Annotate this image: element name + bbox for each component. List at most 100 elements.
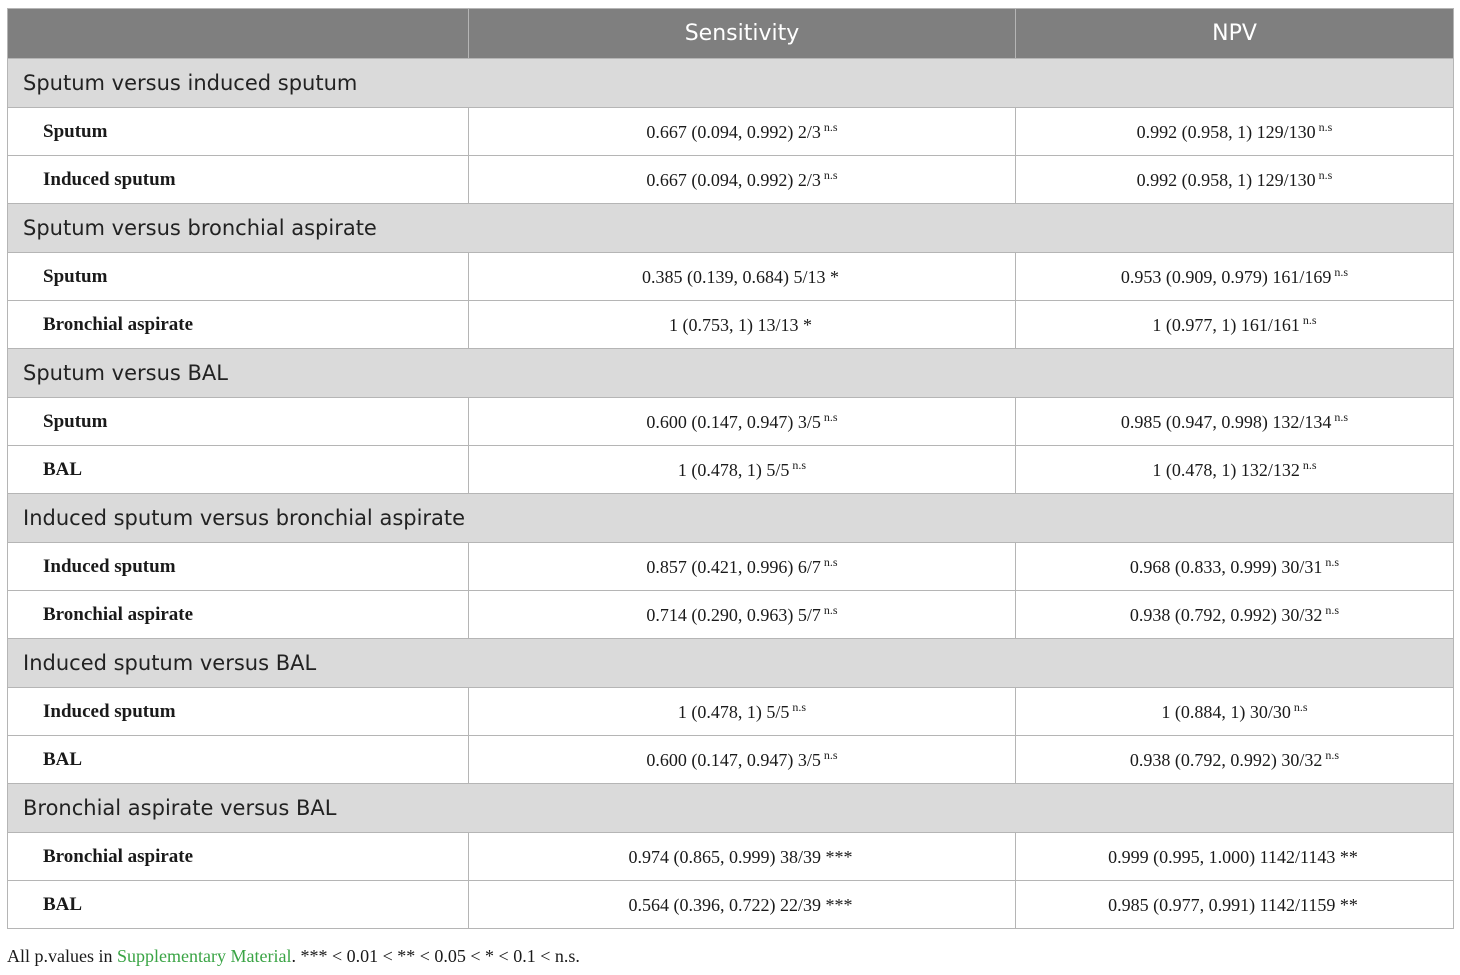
sensitivity-cell: 0.857 (0.421, 0.996) 6/7 n.s: [468, 542, 1016, 591]
npv-cell: 0.953 (0.909, 0.979) 161/169 n.s: [1015, 252, 1454, 301]
npv-cell: 0.938 (0.792, 0.992) 30/32 n.s: [1015, 735, 1454, 784]
npv-cell: 1 (0.478, 1) 132/132 n.s: [1015, 445, 1454, 494]
sensitivity-cell: 1 (0.753, 1) 13/13 *: [468, 300, 1016, 349]
group-title: Bronchial aspirate versus BAL: [7, 783, 1454, 833]
row-label: Sputum: [7, 397, 469, 446]
sensitivity-significance: n.s: [792, 700, 807, 714]
sensitivity-cell: 0.385 (0.139, 0.684) 5/13 *: [468, 252, 1016, 301]
row-label: Bronchial aspirate: [7, 300, 469, 349]
sensitivity-value: 0.857 (0.421, 0.996) 6/7: [646, 557, 821, 577]
group-title: Induced sputum versus BAL: [7, 638, 1454, 688]
sensitivity-cell: 0.600 (0.147, 0.947) 3/5 n.s: [468, 735, 1016, 784]
table-row: Sputum 0.667 (0.094, 0.992) 2/3 n.s 0.992…: [7, 107, 1454, 156]
npv-cell: 1 (0.977, 1) 161/161 n.s: [1015, 300, 1454, 349]
supplementary-material-link[interactable]: Supplementary Material: [117, 946, 292, 966]
row-label: Bronchial aspirate: [7, 832, 469, 881]
npv-value: 0.938 (0.792, 0.992) 30/32: [1129, 750, 1323, 770]
row-label: BAL: [7, 880, 469, 929]
npv-significance: n.s: [1318, 168, 1333, 182]
table-row: BAL 0.564 (0.396, 0.722) 22/39 *** 0.985…: [7, 880, 1454, 929]
sensitivity-significance: n.s: [792, 458, 807, 472]
row-label: Sputum: [7, 107, 469, 156]
row-label: Induced sputum: [7, 542, 469, 591]
sensitivity-significance: n.s: [823, 603, 838, 617]
npv-value: 0.953 (0.909, 0.979) 161/169: [1120, 267, 1332, 287]
npv-cell: 0.968 (0.833, 0.999) 30/31 n.s: [1015, 542, 1454, 591]
sensitivity-significance: n.s: [823, 748, 838, 762]
npv-value: 1 (0.478, 1) 132/132: [1152, 460, 1300, 480]
sensitivity-significance: n.s: [823, 410, 838, 424]
header-empty-cell: [7, 8, 469, 59]
table-row: Sputum 0.385 (0.139, 0.684) 5/13 * 0.953…: [7, 252, 1454, 301]
npv-value: 0.938 (0.792, 0.992) 30/32: [1129, 605, 1323, 625]
sensitivity-cell: 1 (0.478, 1) 5/5 n.s: [468, 445, 1016, 494]
group-header-row: Induced sputum versus BAL: [7, 638, 1454, 688]
group-header-row: Sputum versus BAL: [7, 348, 1454, 398]
npv-cell: 0.985 (0.977, 0.991) 1142/1159 **: [1015, 880, 1454, 929]
row-label: Bronchial aspirate: [7, 590, 469, 639]
npv-significance: n.s: [1334, 265, 1349, 279]
sensitivity-value: 1 (0.478, 1) 5/5: [677, 702, 790, 722]
sensitivity-cell: 1 (0.478, 1) 5/5 n.s: [468, 687, 1016, 736]
sensitivity-value: 0.600 (0.147, 0.947) 3/5: [646, 412, 821, 432]
npv-value: 0.985 (0.977, 0.991) 1142/1159 **: [1108, 895, 1358, 915]
npv-significance: n.s: [1293, 700, 1308, 714]
sensitivity-value: 0.385 (0.139, 0.684) 5/13 *: [642, 267, 839, 287]
sensitivity-cell: 0.564 (0.396, 0.722) 22/39 ***: [468, 880, 1016, 929]
group-title: Sputum versus induced sputum: [7, 58, 1454, 108]
sensitivity-value: 1 (0.753, 1) 13/13 *: [669, 315, 812, 335]
sensitivity-cell: 0.974 (0.865, 0.999) 38/39 ***: [468, 832, 1016, 881]
table-row: Induced sputum 1 (0.478, 1) 5/5 n.s 1 (0.…: [7, 687, 1454, 736]
group-header-row: Bronchial aspirate versus BAL: [7, 783, 1454, 833]
npv-cell: 1 (0.884, 1) 30/30 n.s: [1015, 687, 1454, 736]
group-title: Sputum versus BAL: [7, 348, 1454, 398]
footnote-suffix: . *** < 0.01 < ** < 0.05 < * < 0.1 < n.s…: [291, 946, 580, 966]
table-row: Induced sputum 0.857 (0.421, 0.996) 6/7 n…: [7, 542, 1454, 591]
row-label: Sputum: [7, 252, 469, 301]
npv-significance: n.s: [1334, 410, 1349, 424]
group-header-row: Induced sputum versus bronchial aspirate: [7, 493, 1454, 543]
group-header-row: Sputum versus bronchial aspirate: [7, 203, 1454, 253]
sensitivity-cell: 0.667 (0.094, 0.992) 2/3 n.s: [468, 155, 1016, 204]
npv-significance: n.s: [1325, 603, 1340, 617]
table-row: BAL 0.600 (0.147, 0.947) 3/5 n.s 0.938 (0…: [7, 735, 1454, 784]
header-sensitivity: Sensitivity: [468, 8, 1016, 59]
row-label: Induced sputum: [7, 687, 469, 736]
sensitivity-cell: 0.600 (0.147, 0.947) 3/5 n.s: [468, 397, 1016, 446]
header-npv: NPV: [1015, 8, 1454, 59]
table-row: Sputum 0.600 (0.147, 0.947) 3/5 n.s 0.985…: [7, 397, 1454, 446]
sensitivity-significance: n.s: [823, 168, 838, 182]
row-label: BAL: [7, 445, 469, 494]
npv-significance: n.s: [1325, 555, 1340, 569]
npv-value: 0.992 (0.958, 1) 129/130: [1136, 170, 1316, 190]
header-row: Sensitivity NPV: [7, 8, 1454, 59]
npv-significance: n.s: [1302, 458, 1317, 472]
npv-cell: 0.992 (0.958, 1) 129/130 n.s: [1015, 107, 1454, 156]
results-table: Sensitivity NPV Sputum versus induced sp…: [7, 8, 1454, 929]
table-row: Bronchial aspirate 0.974 (0.865, 0.999) …: [7, 832, 1454, 881]
sensitivity-significance: n.s: [823, 555, 838, 569]
group-title: Induced sputum versus bronchial aspirate: [7, 493, 1454, 543]
npv-cell: 0.999 (0.995, 1.000) 1142/1143 **: [1015, 832, 1454, 881]
row-label: Induced sputum: [7, 155, 469, 204]
table-row: Bronchial aspirate 1 (0.753, 1) 13/13 * …: [7, 300, 1454, 349]
npv-significance: n.s: [1302, 313, 1317, 327]
table-row: Bronchial aspirate 0.714 (0.290, 0.963) …: [7, 590, 1454, 639]
table-footnote: All p.values in Supplementary Material. …: [7, 946, 580, 967]
npv-significance: n.s: [1318, 120, 1333, 134]
sensitivity-value: 0.714 (0.290, 0.963) 5/7: [646, 605, 821, 625]
sensitivity-value: 0.600 (0.147, 0.947) 3/5: [646, 750, 821, 770]
sensitivity-value: 0.667 (0.094, 0.992) 2/3: [646, 170, 821, 190]
sensitivity-value: 0.564 (0.396, 0.722) 22/39 ***: [628, 895, 853, 915]
sensitivity-significance: n.s: [823, 120, 838, 134]
sensitivity-value: 1 (0.478, 1) 5/5: [677, 460, 790, 480]
sensitivity-value: 0.974 (0.865, 0.999) 38/39 ***: [628, 847, 853, 867]
group-header-row: Sputum versus induced sputum: [7, 58, 1454, 108]
npv-value: 1 (0.977, 1) 161/161: [1152, 315, 1300, 335]
npv-value: 0.992 (0.958, 1) 129/130: [1136, 122, 1316, 142]
table-row: Induced sputum 0.667 (0.094, 0.992) 2/3 n…: [7, 155, 1454, 204]
npv-significance: n.s: [1325, 748, 1340, 762]
table-row: BAL 1 (0.478, 1) 5/5 n.s 1 (0.478, 1) 132…: [7, 445, 1454, 494]
npv-cell: 0.992 (0.958, 1) 129/130 n.s: [1015, 155, 1454, 204]
sensitivity-cell: 0.714 (0.290, 0.963) 5/7 n.s: [468, 590, 1016, 639]
